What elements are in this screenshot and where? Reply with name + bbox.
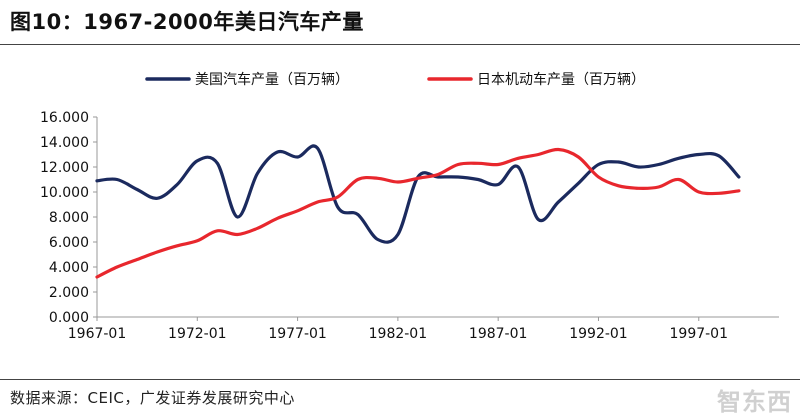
x-tick-label: 1997-01 xyxy=(670,326,729,342)
series-lines xyxy=(95,144,741,279)
y-tick-label: 10.000 xyxy=(40,185,89,201)
y-tick-label: 8.000 xyxy=(49,210,89,226)
title-divider xyxy=(0,44,800,45)
legend: 美国汽车产量（百万辆） 日本机动车产量（百万辆） xyxy=(145,71,645,88)
y-tick-label: 4.000 xyxy=(49,260,89,276)
y-tick-label: 16.000 xyxy=(40,110,89,126)
legend-label: 美国汽车产量（百万辆） xyxy=(195,71,349,88)
x-tick-label: 1987-01 xyxy=(469,326,528,342)
legend-item-us: 美国汽车产量（百万辆） xyxy=(145,71,349,88)
data-source-note: 数据来源：CEIC，广发证券发展研究中心 xyxy=(10,389,295,407)
axes: 0.000 2.000 4.000 6.000 8.000 10.000 12.000 14.… xyxy=(40,110,779,342)
y-tick-label: 12.000 xyxy=(40,160,89,176)
y-tick-label: 2.000 xyxy=(49,285,89,301)
legend-label: 日本机动车产量（百万辆） xyxy=(477,71,645,88)
legend-item-japan: 日本机动车产量（百万辆） xyxy=(427,71,645,88)
japan-production-line xyxy=(95,147,741,279)
chart-title: 图10：1967-2000年美日汽车产量 xyxy=(10,10,364,34)
x-tick-label: 1982-01 xyxy=(369,326,428,342)
y-tick-label: 14.000 xyxy=(40,135,89,151)
y-tick-label: 6.000 xyxy=(49,235,89,251)
source-divider xyxy=(0,379,800,380)
us-production-line xyxy=(95,144,741,244)
x-tick-label: 1967-01 xyxy=(68,326,127,342)
x-tick-label: 1972-01 xyxy=(168,326,227,342)
x-tick-label: 1992-01 xyxy=(569,326,628,342)
x-tick-label: 1977-01 xyxy=(268,326,327,342)
watermark-logo: 智东西 xyxy=(717,388,792,416)
y-tick-label: 0.000 xyxy=(49,310,89,326)
